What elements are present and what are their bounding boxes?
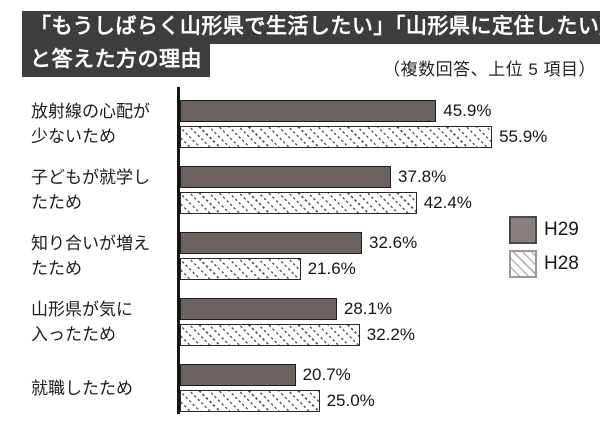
bar-h28 — [180, 390, 320, 412]
category-label: 就職したため — [31, 378, 133, 398]
legend-label-h28: H28 — [544, 253, 579, 274]
chart-title: 「もうしばらく山形県で生活したい」「山形県に定住したい」 と答えた方の理由 — [22, 11, 600, 77]
value-label-h29: 32.6% — [369, 233, 418, 252]
legend-swatch-hatched-icon — [509, 250, 537, 278]
category-row: 知り合いが増え たため 32.6% 21.6% — [0, 232, 600, 280]
bar-h29 — [180, 364, 296, 386]
value-label-h28: 42.4% — [423, 193, 472, 212]
bar-h28 — [180, 126, 493, 148]
bar-h29 — [180, 100, 437, 122]
value-label-h28: 21.6% — [307, 259, 356, 278]
bar-h29 — [180, 298, 337, 320]
category-label: 子どもが就学し たため — [31, 168, 150, 212]
axis-line — [177, 87, 180, 414]
chart-title-line1: 「もうしばらく山形県で生活したい」「山形県に定住したい」 — [22, 11, 600, 44]
chart-note: （複数回答、上位 5 項目） — [383, 60, 596, 79]
bar-h29 — [180, 166, 392, 188]
value-label-h29: 28.1% — [343, 299, 393, 318]
legend-item-h28: H28 — [509, 250, 579, 278]
category-row: 子どもが就学し たため 37.8% 42.4% — [0, 166, 600, 214]
legend: H29 H28 — [509, 216, 579, 284]
category-row: 山形県が気に 入ったため 28.1% 32.2% — [0, 298, 600, 346]
category-label: 山形県が気に 入ったため — [31, 300, 133, 344]
legend-swatch-solid-icon — [509, 216, 537, 244]
value-label-h28: 25.0% — [326, 391, 375, 410]
value-label-h29: 45.9% — [443, 101, 492, 120]
bar-h29 — [180, 232, 363, 254]
category-label: 知り合いが増え たため — [31, 234, 150, 278]
legend-label-h29: H29 — [544, 219, 579, 240]
category-row: 放射線の心配が 少ないため 45.9% 55.9% — [0, 100, 600, 148]
bar-h28 — [180, 192, 417, 214]
bar-h28 — [180, 324, 360, 346]
legend-item-h29: H29 — [509, 216, 579, 244]
bar-h28 — [180, 258, 301, 280]
category-row: 就職したため 20.7% 25.0% — [0, 364, 600, 412]
plot-area: 放射線の心配が 少ないため 45.9% 55.9% 子どもが就学し たため 37… — [0, 100, 600, 430]
value-label-h28: 55.9% — [499, 127, 548, 146]
value-label-h29: 37.8% — [398, 167, 447, 186]
value-label-h28: 32.2% — [366, 325, 415, 344]
category-label: 放射線の心配が 少ないため — [31, 102, 150, 146]
chart-title-line2: と答えた方の理由 — [22, 44, 210, 77]
value-label-h29: 20.7% — [302, 365, 351, 384]
